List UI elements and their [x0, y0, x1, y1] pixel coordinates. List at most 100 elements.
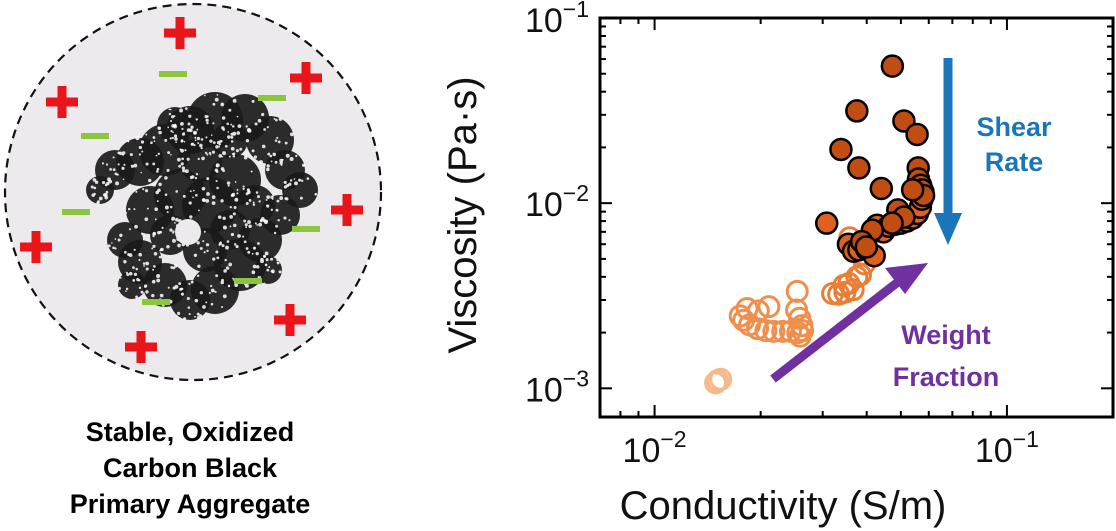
aggregate-texture: [157, 152, 160, 156]
data-point: [880, 54, 905, 78]
aggregate-texture: [221, 126, 225, 130]
y-tick-label: 10−3: [525, 365, 589, 409]
aggregate-texture: [263, 128, 266, 131]
aggregate-texture: [252, 246, 257, 250]
aggregate-texture: [255, 191, 259, 194]
aggregate-texture: [212, 122, 215, 125]
aggregate-texture: [170, 129, 173, 133]
aggregate-texture: [182, 169, 186, 173]
aggregate-texture: [216, 140, 221, 145]
aggregate-texture: [169, 119, 173, 123]
aggregate-texture: [107, 177, 111, 182]
aggregate-texture: [199, 247, 203, 250]
aggregate-texture: [173, 134, 178, 138]
aggregate-texture: [236, 188, 239, 191]
data-point: [845, 99, 869, 123]
aggregate-texture: [184, 169, 189, 174]
aggregate-texture: [247, 250, 251, 254]
aggregate-texture: [276, 136, 279, 140]
aggregate-texture: [226, 122, 230, 126]
aggregate-texture: [197, 264, 201, 268]
aggregate-texture: [117, 286, 122, 290]
aggregate-texture: [209, 153, 212, 156]
aggregate-texture: [234, 197, 239, 202]
data-point: [709, 367, 733, 391]
aggregate-texture: [114, 238, 117, 240]
aggregate-void: [175, 219, 201, 245]
aggregate-texture: [145, 133, 148, 136]
aggregate-texture: [180, 292, 185, 296]
aggregate-texture: [174, 222, 176, 224]
carbon-black-aggregate: [86, 92, 318, 321]
y-tick-label: 10−1: [525, 0, 589, 40]
aggregate-texture: [133, 208, 136, 211]
aggregate-texture: [276, 261, 280, 265]
aggregate-texture: [156, 170, 159, 173]
aggregate-texture: [222, 216, 226, 221]
aggregate-texture: [134, 224, 138, 229]
aggregate-texture: [262, 254, 267, 258]
aggregate-texture: [129, 153, 133, 157]
aggregate-texture: [221, 244, 225, 248]
data-point: [757, 295, 781, 319]
aggregate-texture: [152, 162, 156, 166]
aggregate-texture: [206, 153, 209, 156]
aggregate-texture: [245, 138, 250, 143]
aggregate-texture: [135, 136, 140, 141]
aggregate-texture: [172, 266, 176, 270]
aggregate-texture: [195, 193, 198, 197]
aggregate-texture: [288, 219, 291, 222]
aggregate-texture: [284, 197, 288, 200]
aggregate-texture: [93, 186, 97, 190]
aggregate-texture: [101, 181, 106, 185]
aggregate-texture: [196, 136, 201, 141]
aggregate-texture: [227, 285, 231, 288]
aggregate-texture: [92, 178, 97, 182]
aggregate-texture: [194, 298, 199, 303]
aggregate-texture: [266, 195, 271, 199]
aggregate-texture: [270, 160, 273, 163]
aggregate-texture: [164, 138, 168, 142]
plus-charge: [175, 17, 185, 49]
aggregate-texture: [164, 205, 169, 210]
aggregate-texture: [259, 276, 262, 278]
aggregate-texture: [235, 149, 239, 153]
minus-charge: [142, 299, 170, 305]
aggregate-texture: [234, 283, 239, 287]
aggregate-texture: [293, 178, 296, 180]
aggregate-texture: [210, 284, 213, 288]
aggregate-texture: [236, 115, 239, 118]
aggregate-texture: [172, 131, 174, 134]
aggregate-texture: [205, 198, 210, 203]
aggregate-texture: [211, 150, 215, 154]
aggregate-texture: [232, 155, 236, 158]
data-point: [847, 156, 871, 180]
aggregate-texture: [214, 290, 217, 293]
aggregate-texture: [180, 162, 184, 166]
aggregate-texture: [196, 312, 200, 316]
aggregate-texture: [194, 176, 198, 180]
aggregate-texture: [224, 258, 227, 262]
aggregate-texture: [274, 139, 278, 142]
aggregate-texture: [199, 291, 204, 295]
aggregate-texture: [117, 151, 121, 155]
aggregate-texture: [264, 220, 268, 225]
aggregate-texture: [306, 177, 310, 180]
aggregate-texture: [154, 218, 157, 221]
aggregate-texture: [266, 164, 270, 168]
aggregate-texture: [218, 145, 221, 148]
aggregate-texture: [295, 154, 298, 158]
aggregate-texture: [252, 264, 257, 269]
aggregate-texture: [234, 181, 237, 183]
aggregate-texture: [127, 140, 130, 143]
aggregate-texture: [145, 290, 149, 294]
shear-rate-label-line2: Rate: [985, 147, 1044, 177]
aggregate-texture: [247, 128, 252, 133]
aggregate-texture: [181, 157, 184, 161]
surface-charges: [20, 17, 363, 363]
aggregate-texture: [265, 167, 270, 172]
data-point: [704, 371, 728, 395]
aggregate-texture: [226, 240, 230, 243]
aggregate-texture: [98, 196, 103, 201]
aggregate-texture: [90, 185, 94, 189]
